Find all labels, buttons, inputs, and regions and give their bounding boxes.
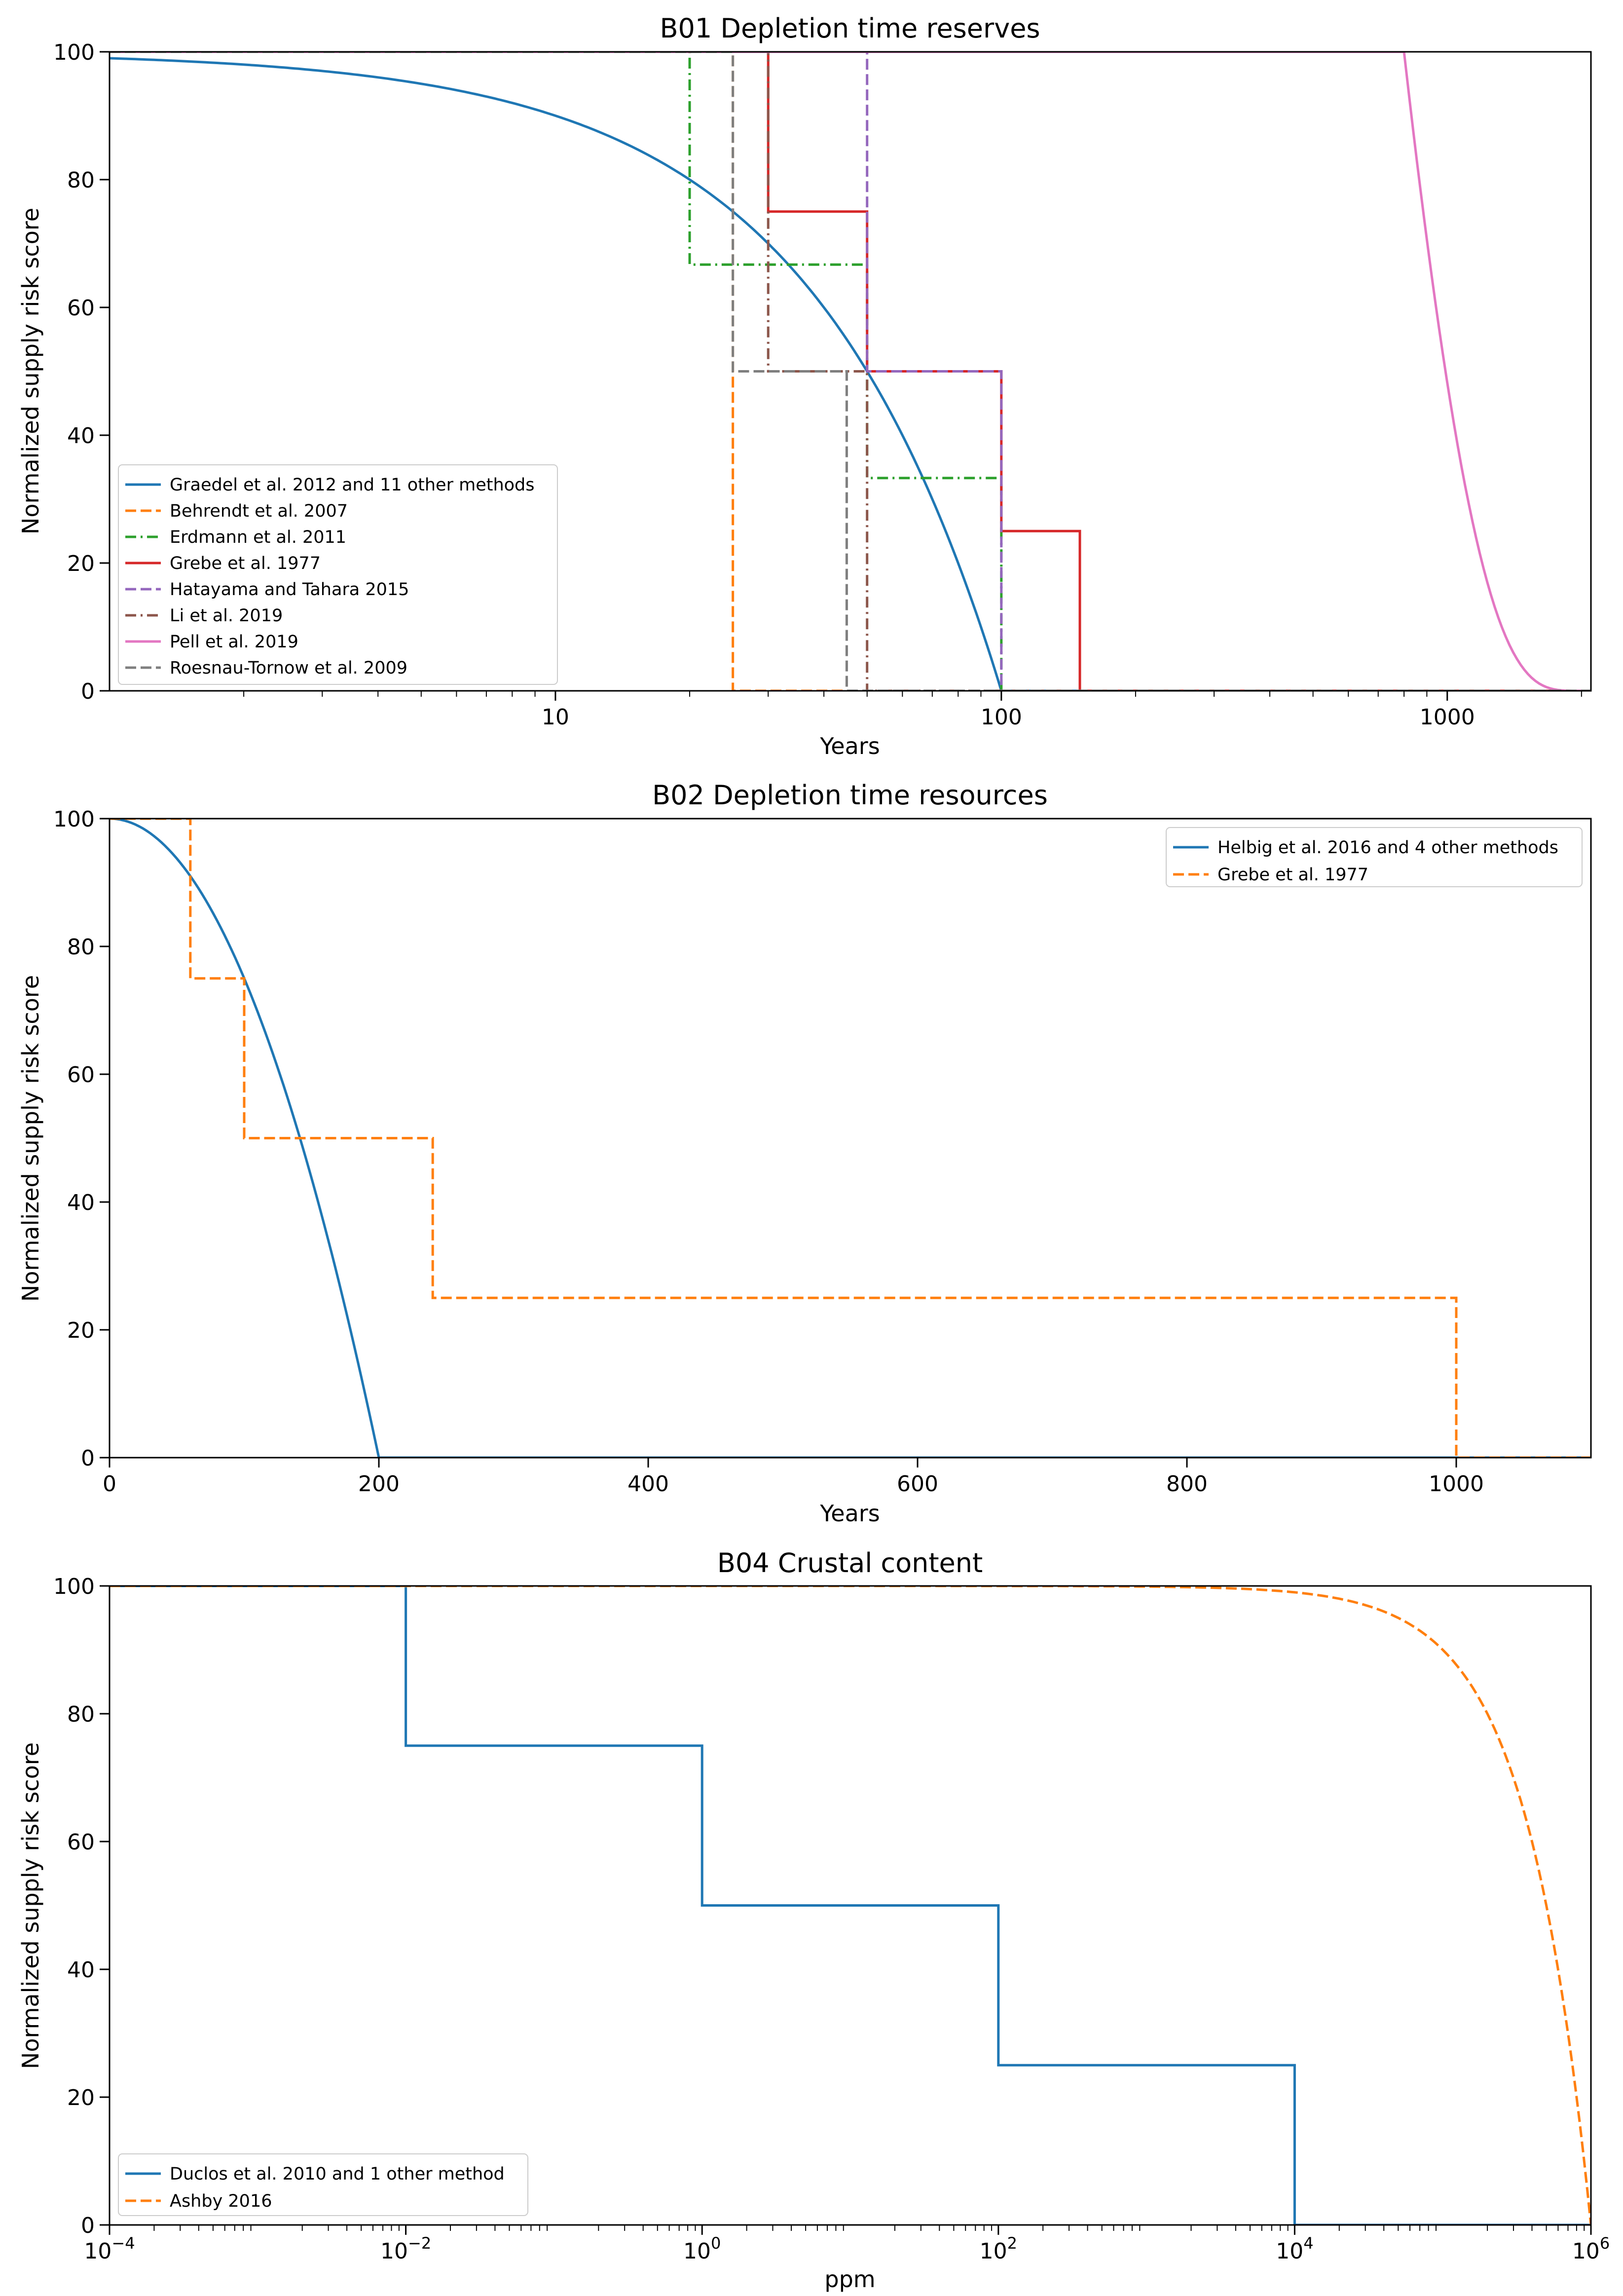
x-tick-label: 400 — [627, 1471, 669, 1497]
y-tick-label: 80 — [67, 168, 95, 193]
y-tick-label: 60 — [67, 1830, 95, 1855]
plot-frame — [109, 1585, 1592, 2226]
legend-item-label: Duclos et al. 2010 and 1 other method — [170, 2164, 505, 2184]
x-tick-label-base: 10 — [1572, 2239, 1600, 2264]
series-line — [110, 819, 1591, 1458]
y-tick-label: 0 — [81, 679, 95, 704]
series-line — [110, 1586, 1591, 2225]
x-tick-label-exponent: 0 — [711, 2234, 721, 2253]
y-tick-label: 100 — [53, 1574, 95, 1599]
legend: Duclos et al. 2010 and 1 other method Ash… — [118, 2153, 528, 2216]
y-tick-label: 80 — [67, 1702, 95, 1727]
y-tick-label: 20 — [67, 551, 95, 576]
plot-frame — [109, 818, 1592, 1459]
axis-ticks: 10 100 1000 0 20 40 60 80 100 — [53, 40, 1582, 730]
series-line — [110, 819, 1591, 1458]
chart-panel-b01: B01 Depletion time reserves 10 100 1000 0 20… — [17, 13, 1592, 759]
x-tick-label-base: 10 — [980, 2239, 1007, 2264]
y-tick-label: 60 — [67, 1062, 95, 1088]
chart-panel-b02: B02 Depletion time resources 0 200 400 600 8… — [17, 780, 1592, 1527]
x-tick-label: 106 — [1572, 2234, 1610, 2264]
x-tick-label-exponent: 4 — [1303, 2234, 1313, 2253]
x-tick-label: 1000 — [1420, 705, 1475, 730]
chart-title: B04 Crustal content — [717, 1547, 983, 1579]
y-tick-label: 100 — [53, 40, 95, 65]
x-tick-label: 100 — [683, 2234, 721, 2264]
y-tick-label: 80 — [67, 935, 95, 960]
x-tick-label: 104 — [1276, 2234, 1313, 2264]
legend-box — [1166, 827, 1583, 887]
legend-item-label: Hatayama and Tahara 2015 — [170, 580, 409, 600]
legend-item-label: Erdmann et al. 2011 — [170, 527, 346, 547]
legend-item-label: Grebe et al. 1977 — [1217, 865, 1368, 885]
x-tick-label: 10−4 — [84, 2234, 135, 2264]
x-tick-label-base: 10 — [683, 2239, 711, 2264]
y-tick-label: 100 — [53, 807, 95, 832]
legend-item-label: Graedel et al. 2012 and 11 other methods — [170, 475, 535, 495]
legend-item-label: Helbig et al. 2016 and 4 other methods — [1217, 838, 1558, 858]
x-tick-label: 10 — [542, 705, 569, 730]
legend-box — [118, 2153, 528, 2216]
x-tick-label: 200 — [358, 1471, 400, 1497]
y-tick-label: 0 — [81, 2213, 95, 2238]
x-tick-label-exponent: 6 — [1600, 2234, 1610, 2253]
legend-box — [118, 464, 558, 685]
x-tick-label: 10−2 — [380, 2234, 431, 2264]
series-line — [110, 52, 1591, 691]
legend: Helbig et al. 2016 and 4 other methods Gr… — [1166, 827, 1583, 887]
y-axis-label: Normalized supply risk score — [17, 1742, 44, 2069]
y-tick-label: 20 — [67, 1318, 95, 1343]
data-series — [110, 1586, 1591, 2225]
legend-item-label: Grebe et al. 1977 — [170, 554, 321, 573]
series-line — [110, 52, 1591, 691]
y-tick-label: 40 — [67, 1190, 95, 1215]
axis-ticks: 0 200 400 600 800 1000 0 20 40 60 80 100 — [53, 807, 1484, 1497]
y-tick-label: 20 — [67, 2085, 95, 2110]
y-tick-label: 60 — [67, 296, 95, 321]
y-axis-label: Normalized supply risk score — [17, 208, 44, 534]
x-tick-label-base: 10 — [84, 2239, 111, 2264]
x-tick-label: 800 — [1166, 1471, 1208, 1497]
chart-panel-b04: B04 Crustal content 10−4 10−2 100 102 104 106… — [17, 1547, 1610, 2293]
chart-title: B02 Depletion time resources — [652, 780, 1048, 811]
x-axis-label: ppm — [824, 2266, 875, 2293]
x-axis-label: Years — [819, 733, 880, 759]
y-tick-label: 40 — [67, 1957, 95, 1983]
x-tick-label: 600 — [897, 1471, 938, 1497]
x-tick-label-exponent: −4 — [111, 2234, 135, 2253]
x-tick-label: 0 — [103, 1471, 116, 1497]
x-tick-label-base: 10 — [1276, 2239, 1303, 2264]
y-tick-label: 0 — [81, 1446, 95, 1471]
data-series — [110, 52, 1591, 691]
chart-title: B01 Depletion time reserves — [660, 13, 1040, 44]
x-tick-label: 1000 — [1429, 1471, 1484, 1497]
x-axis-label: Years — [819, 1500, 880, 1527]
x-tick-label-exponent: −2 — [408, 2234, 431, 2253]
series-line — [110, 57, 1591, 691]
x-tick-label: 102 — [980, 2234, 1017, 2264]
y-tick-label: 40 — [67, 423, 95, 449]
legend-item-label: Roesnau-Tornow et al. 2009 — [170, 658, 407, 678]
x-tick-label-base: 10 — [380, 2239, 408, 2264]
legend-item-label: Pell et al. 2019 — [170, 632, 298, 652]
x-tick-label: 100 — [981, 705, 1022, 730]
legend: Graedel et al. 2012 and 11 other methods… — [118, 464, 558, 685]
legend-item-label: Ashby 2016 — [170, 2191, 272, 2211]
plot-frame — [109, 51, 1592, 692]
legend-item-label: Li et al. 2019 — [170, 606, 283, 626]
data-series — [110, 819, 1591, 1458]
legend-item-label: Behrendt et al. 2007 — [170, 501, 348, 521]
y-axis-label: Normalized supply risk score — [17, 975, 44, 1302]
x-tick-label-exponent: 2 — [1007, 2234, 1017, 2253]
